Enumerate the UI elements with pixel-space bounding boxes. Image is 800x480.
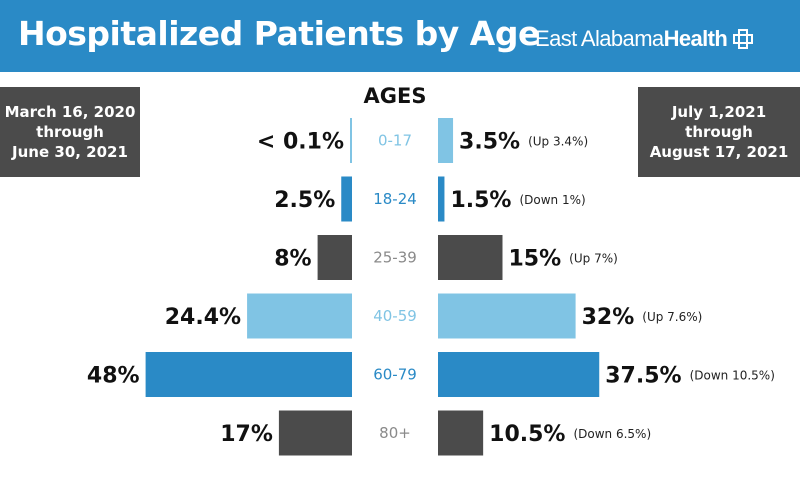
value-label-right-40-59: 32% <box>582 305 635 330</box>
brand-logo: East Alabama Health <box>535 24 754 54</box>
value-label-right-80+: 10.5% <box>489 422 565 447</box>
period-right-start: July 1,2021 <box>671 103 767 121</box>
bar-right-80+ <box>438 410 484 456</box>
value-label-left-60-79: 48% <box>87 364 140 389</box>
value-label-right-0-17: 3.5% <box>459 130 520 155</box>
age-label-80+: 80+ <box>379 424 411 442</box>
value-label-left-25-39: 8% <box>274 247 311 272</box>
change-label-40-59: (Up 7.6%) <box>642 310 702 324</box>
period-box-right: July 1,2021 through August 17, 2021 <box>638 87 800 177</box>
brand-name-regular: East Alabama <box>535 26 664 51</box>
bar-left-25-39 <box>317 235 352 280</box>
value-label-left-0-17: < 0.1% <box>257 130 344 155</box>
change-label-18-24: (Down 1%) <box>519 193 585 207</box>
bar-left-80+ <box>278 410 352 456</box>
bar-left-40-59 <box>247 293 352 339</box>
period-left-start: March 16, 2020 <box>4 103 136 121</box>
period-left-end: June 30, 2021 <box>12 143 128 161</box>
age-label-0-17: 0-17 <box>378 132 412 150</box>
period-right-through: through <box>685 123 753 141</box>
value-label-right-25-39: 15% <box>509 247 562 272</box>
bar-left-60-79 <box>145 352 352 397</box>
bar-left-0-17 <box>350 118 352 163</box>
change-label-0-17: (Up 3.4%) <box>528 135 588 149</box>
page-title: Hospitalized Patients by Age <box>18 14 540 53</box>
value-label-left-40-59: 24.4% <box>165 305 241 330</box>
bar-right-40-59 <box>438 293 576 339</box>
value-label-left-18-24: 2.5% <box>274 188 335 213</box>
change-label-60-79: (Down 10.5%) <box>690 369 775 383</box>
bar-right-0-17 <box>438 118 454 163</box>
value-label-right-18-24: 1.5% <box>450 188 511 213</box>
brand-name-bold: Health <box>663 26 728 51</box>
age-label-25-39: 25-39 <box>373 249 417 267</box>
age-label-40-59: 40-59 <box>373 307 417 325</box>
change-label-80+: (Down 6.5%) <box>573 427 651 441</box>
period-left-through: through <box>36 123 104 141</box>
value-label-right-60-79: 37.5% <box>605 364 681 389</box>
bar-right-18-24 <box>438 176 445 222</box>
period-right-end: August 17, 2021 <box>649 143 789 161</box>
header-bar: Hospitalized Patients by Age East Alabam… <box>0 0 800 72</box>
medical-cross-icon <box>733 29 754 49</box>
bar-right-60-79 <box>438 352 600 397</box>
chart-title: AGES <box>363 84 427 108</box>
age-label-60-79: 60-79 <box>373 366 417 384</box>
change-label-25-39: (Up 7%) <box>569 252 618 266</box>
period-box-left: March 16, 2020 through June 30, 2021 <box>0 87 140 177</box>
value-label-left-80+: 17% <box>220 422 273 447</box>
bar-right-25-39 <box>438 235 503 280</box>
age-label-18-24: 18-24 <box>373 190 417 208</box>
bar-left-18-24 <box>341 176 352 222</box>
